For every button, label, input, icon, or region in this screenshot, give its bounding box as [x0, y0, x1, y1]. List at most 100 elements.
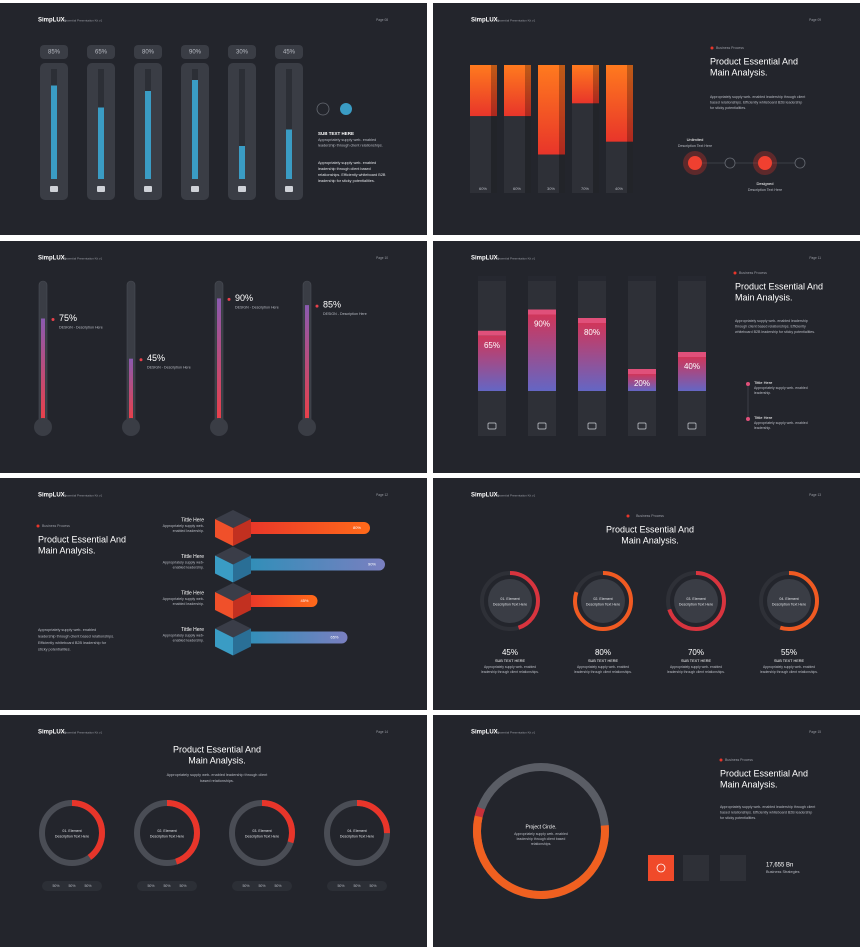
bar — [572, 103, 599, 193]
text: leadership through client relationships. — [574, 670, 632, 674]
text: Appropriately supply web- enabled — [318, 161, 376, 165]
text: leadership through client relationships. — [667, 670, 725, 674]
text: Business Strategies — [766, 870, 800, 874]
page-number: Page 15 — [809, 730, 821, 734]
pill-label: 50% — [84, 884, 91, 888]
bar-icon — [487, 422, 497, 430]
bar — [678, 357, 706, 391]
text: Appropriately supply web- enabled — [318, 138, 376, 142]
kicker: Business Process — [739, 271, 767, 275]
kicker-dot — [626, 514, 630, 518]
ring-arc — [229, 800, 295, 866]
bulb — [210, 418, 228, 436]
bar-label: 45% — [300, 598, 308, 603]
gauge-label: 45% — [147, 353, 165, 363]
gauge-label: 90% — [235, 293, 253, 303]
brand: SimpLUX. — [471, 493, 500, 499]
pill-bg — [42, 881, 102, 891]
bar-icon — [97, 186, 105, 192]
cube-right — [233, 555, 251, 583]
text: leadership through client relationships. — [760, 670, 818, 674]
bar-top — [606, 65, 633, 142]
bar-label: 40% — [615, 186, 623, 191]
bar — [245, 522, 370, 534]
page-number: Page 14 — [376, 730, 388, 734]
brand: SimpLUX. — [471, 730, 500, 736]
marker — [315, 304, 319, 308]
slide: SimpLUX.Essential Presentation Kit v1 Pag… — [433, 478, 860, 710]
column-top — [528, 276, 556, 281]
column-top — [678, 276, 706, 281]
text: SUB TEXT HERE — [681, 659, 711, 663]
bar-label: 60% — [479, 186, 487, 191]
step-dot — [794, 157, 806, 169]
icon-box — [720, 855, 746, 881]
text: sticky potentialities. — [38, 648, 71, 652]
pill-label: 50% — [52, 884, 59, 888]
stat: 17,655 Bn — [766, 863, 793, 869]
kit: Essential Presentation Kit v1 — [497, 730, 536, 734]
text: leadership through client relationships. — [481, 670, 539, 674]
text: whiteboard B2B leadership for sticky pot… — [735, 330, 815, 334]
slide-bg — [0, 241, 427, 473]
text: Description Text Here — [748, 188, 782, 192]
bar-icon — [50, 186, 58, 192]
page-number: Page 13 — [809, 493, 821, 497]
ring-core — [488, 579, 532, 623]
slide-title: Main Analysis. — [710, 67, 768, 77]
cube-left — [215, 519, 233, 546]
text: Project Circle. — [525, 824, 556, 830]
brand: SimpLUX. — [38, 18, 67, 24]
text: Tittle Here — [181, 517, 204, 523]
slide: SimpLUX.Essential Presentation Kit v1 Pag… — [0, 3, 427, 235]
bar-track — [286, 69, 292, 179]
text: for sticky potentialities. — [720, 816, 756, 820]
ring-core — [767, 579, 811, 623]
text: Appropriately supply web- enabled leader… — [735, 319, 808, 323]
text: Tittle Here — [754, 415, 773, 420]
slide: SimpLUX.Essential Presentation Kit v1 Pag… — [433, 3, 860, 235]
slide-title: Main Analysis. — [188, 755, 246, 765]
gauge-fill — [129, 358, 133, 419]
text: enabled leadership. — [173, 565, 204, 569]
page-number: Page 09 — [809, 18, 821, 22]
cube-right — [233, 519, 251, 546]
text: based relationships. Efficiently whitebo… — [710, 100, 802, 104]
icon — [340, 103, 352, 115]
text: Description Text Here — [493, 602, 527, 606]
bar-side — [559, 65, 565, 193]
slide-bg — [0, 715, 427, 947]
bar — [192, 80, 198, 179]
step-dot — [724, 157, 736, 169]
text: relationships. Efficiently whiteboard B2… — [318, 173, 386, 177]
kit: Essential Presentation Kit v1 — [64, 18, 103, 22]
step-dot — [688, 156, 702, 170]
bar-label: 65% — [330, 635, 338, 640]
slide-title: Product Essential And — [735, 281, 823, 291]
text: through client based relationships. Effi… — [735, 324, 806, 328]
text: Appropriately supply web- — [163, 560, 205, 564]
slide-bg — [0, 478, 427, 710]
pill-label: 50% — [369, 884, 376, 888]
marker — [139, 358, 143, 362]
bar — [145, 91, 151, 179]
page-number: Page 11 — [809, 256, 821, 260]
bar-icon — [238, 186, 246, 192]
text: Tittle Here — [181, 627, 204, 633]
text: Tittle Here — [181, 554, 204, 560]
slide-bg — [433, 3, 860, 235]
bar — [286, 129, 292, 179]
bar — [578, 323, 606, 391]
bar — [51, 85, 57, 179]
text: leadership through client based — [517, 837, 566, 841]
column-top — [478, 276, 506, 281]
bar-icon — [587, 422, 597, 430]
bar — [239, 146, 245, 179]
ring-arc — [134, 800, 200, 866]
slide-title: Main Analysis. — [38, 545, 96, 555]
text: Description Text Here — [340, 834, 374, 838]
text: Appropriately supply web- enabled — [670, 665, 722, 669]
ring-label: 45% — [502, 648, 518, 657]
brand: SimpLUX. — [38, 256, 67, 262]
kicker: Business Process — [42, 524, 70, 528]
